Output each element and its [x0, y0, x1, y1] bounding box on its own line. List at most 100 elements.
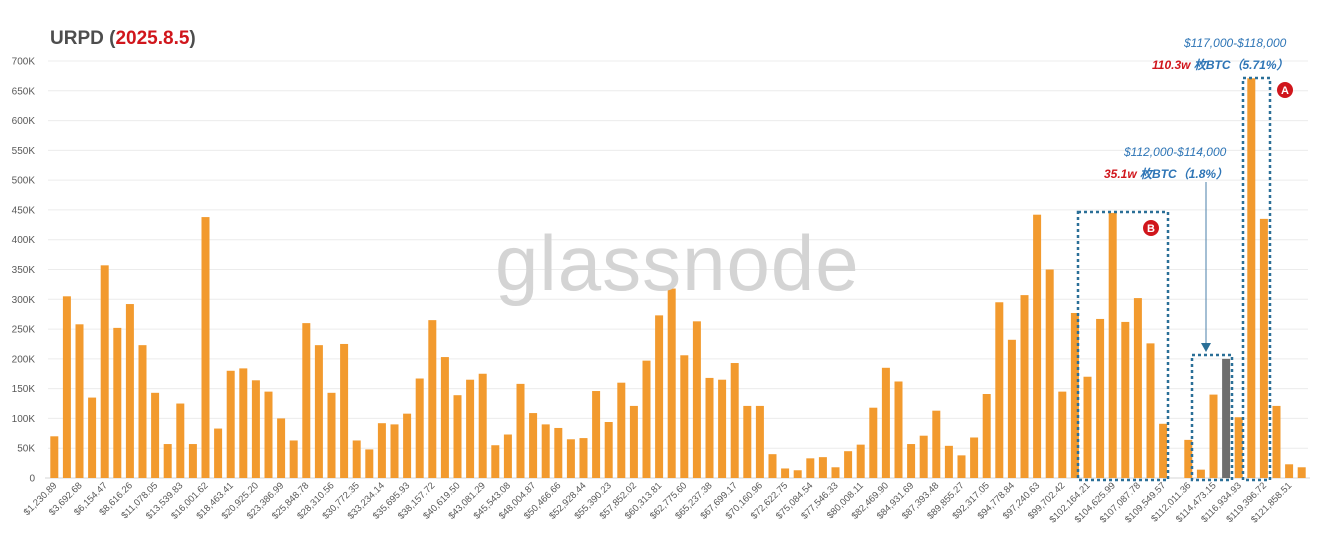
bar — [1033, 214, 1042, 479]
x-axis-ticks: $1,230.89$3,692.68$6,154.47$8,616.26$11,… — [22, 480, 1294, 525]
y-tick-label: 650K — [12, 86, 36, 97]
bar — [516, 383, 525, 478]
bar — [1121, 321, 1130, 478]
bar — [88, 397, 97, 478]
bar — [793, 470, 802, 478]
bar-series — [50, 78, 1306, 479]
bar — [718, 379, 727, 478]
y-tick-label: 600K — [12, 116, 36, 127]
annotation-a-amount: 110.3w 枚BTC（5.71%） — [1152, 56, 1289, 73]
bar — [151, 392, 160, 478]
bar — [1209, 394, 1218, 478]
bar — [214, 428, 223, 478]
bar — [1297, 467, 1306, 478]
y-tick-label: 200K — [12, 354, 36, 365]
y-tick-label: 450K — [12, 205, 36, 216]
bar — [201, 217, 210, 478]
y-tick-label: 100K — [12, 414, 36, 425]
annotation-b-unit: 枚BTC（1.8%） — [1136, 167, 1229, 181]
y-tick-label: 500K — [12, 176, 36, 187]
y-axis-ticks: 0 50K 100K 150K 200K 250K 300K 350K 400K 450K 500K… — [12, 57, 36, 485]
bar — [1083, 376, 1092, 478]
bar — [314, 345, 323, 478]
bar — [579, 438, 588, 478]
bar — [428, 320, 437, 478]
bar — [692, 321, 701, 478]
bar — [251, 380, 260, 478]
watermark: glassnode — [495, 219, 860, 307]
bar — [604, 422, 613, 478]
bar — [352, 440, 361, 478]
bar — [403, 413, 412, 478]
bar — [1133, 298, 1142, 478]
box-b — [1076, 210, 1170, 482]
bar — [995, 302, 1004, 478]
bar — [982, 394, 991, 478]
bar — [1272, 405, 1281, 478]
bar — [919, 435, 928, 478]
bar — [440, 357, 449, 478]
bar — [1285, 464, 1294, 478]
bar — [944, 445, 953, 478]
bar — [226, 370, 235, 478]
bar — [163, 444, 172, 478]
annotation-b-amount: 35.1w 枚BTC（1.8%） — [1104, 165, 1228, 182]
bar — [1058, 391, 1067, 478]
y-tick-label: 400K — [12, 235, 36, 246]
box-a — [1241, 76, 1272, 482]
bar — [642, 360, 651, 478]
y-tick-label: 0 — [29, 474, 35, 485]
bar — [1020, 295, 1029, 478]
marker-a — [1277, 82, 1293, 98]
title-date: 2025.8.5 — [115, 28, 190, 49]
y-tick-label: 300K — [12, 295, 36, 306]
bar — [125, 304, 134, 478]
bar — [781, 468, 790, 478]
chart-title: URPD (2025.8.5) — [50, 28, 196, 50]
bar — [894, 381, 903, 478]
bar — [176, 403, 185, 478]
bar — [881, 367, 890, 478]
bar — [327, 392, 336, 478]
bar — [1196, 469, 1205, 478]
bar — [743, 405, 752, 478]
bar — [768, 454, 777, 478]
y-tick-label: 50K — [17, 444, 35, 455]
bar — [566, 439, 575, 478]
bar — [1007, 339, 1016, 478]
y-tick-label: 550K — [12, 146, 36, 157]
bar — [50, 436, 59, 478]
bar — [907, 444, 916, 478]
annotation-b-range: $112,000-$114,000 — [1124, 145, 1227, 159]
bar — [554, 427, 563, 478]
bar — [655, 315, 664, 478]
bar — [629, 405, 638, 478]
bar — [377, 423, 386, 478]
marker-a-label: A — [1281, 85, 1289, 97]
bar — [277, 418, 286, 478]
bar — [113, 327, 122, 478]
bar — [390, 424, 399, 478]
bar — [100, 265, 109, 478]
bar — [365, 449, 374, 478]
bar — [289, 440, 298, 478]
annotation-a-range: $117,000-$118,000 — [1184, 36, 1287, 50]
bar — [730, 363, 739, 478]
bar — [818, 457, 827, 478]
y-tick-label: 150K — [12, 384, 36, 395]
bar — [491, 445, 500, 478]
bar — [340, 343, 349, 478]
bar — [755, 405, 764, 478]
bar — [188, 444, 197, 478]
bar — [138, 345, 147, 478]
bar — [1259, 218, 1268, 478]
bar — [856, 444, 865, 478]
annotation-a-w: 110.3w — [1152, 58, 1191, 72]
title-suffix: ) — [189, 28, 196, 49]
bar — [806, 458, 815, 478]
bar — [1234, 417, 1243, 478]
bar — [667, 288, 676, 478]
bar — [415, 378, 424, 478]
annotation-a-unit: 枚BTC（5.71%） — [1190, 58, 1289, 72]
annotation-b-w: 35.1w — [1104, 167, 1137, 181]
